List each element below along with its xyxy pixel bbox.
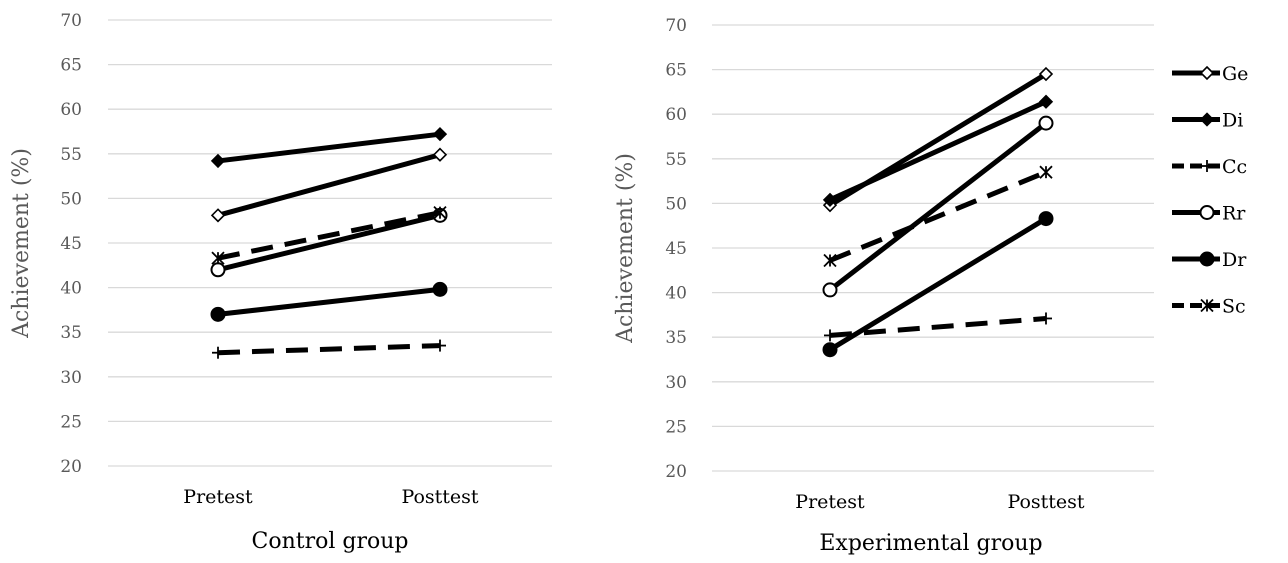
gridlines — [712, 24, 1154, 472]
y-tick-label: 60 — [60, 100, 82, 120]
y-tick-label: 35 — [665, 328, 687, 348]
point-di-pretest — [210, 153, 226, 169]
y-tick-label: 50 — [665, 194, 687, 214]
y-tick-label: 70 — [665, 16, 687, 36]
point-di-posttest — [432, 127, 448, 142]
x-tick-label-pretest: Pretest — [183, 486, 253, 508]
point-rr-posttest — [1038, 115, 1054, 131]
legend-marker-cc — [1201, 160, 1213, 172]
legend-label-cc: Cc — [1222, 156, 1247, 178]
y-tick-label: 20 — [60, 457, 82, 477]
x-tick-label-posttest: Posttest — [1007, 491, 1084, 513]
point-rr-pretest — [822, 282, 838, 298]
y-tick-label: 35 — [60, 323, 82, 343]
legend-label-sc: Sc — [1222, 296, 1246, 318]
series-line-dr — [217, 286, 441, 317]
point-dr-posttest — [432, 281, 448, 297]
series-dr — [210, 281, 448, 322]
point-dr-posttest — [1038, 211, 1054, 227]
point-di-pretest — [822, 192, 838, 207]
series-line-dr — [828, 216, 1048, 352]
legend-label-rr: Rr — [1222, 203, 1246, 225]
y-axis-label: Achievement (%) — [9, 148, 34, 339]
y-tick-label: 60 — [665, 105, 687, 125]
legend-item-dr: Dr — [1172, 249, 1247, 271]
legend-item-sc: Sc — [1172, 296, 1246, 318]
series-line-di — [828, 99, 1048, 203]
legend-marker-di — [1199, 112, 1215, 127]
legend-label-ge: Ge — [1222, 63, 1248, 85]
legend-marker-ge — [1199, 65, 1215, 81]
series-di — [210, 127, 448, 169]
y-tick-label: 65 — [665, 61, 687, 81]
y-tick-label: 40 — [60, 279, 82, 299]
series-cc — [212, 339, 446, 359]
point-cc-pretest — [824, 329, 836, 342]
y-tick-label: 20 — [665, 462, 687, 482]
series-sc — [823, 165, 1053, 268]
point-ge-posttest — [1038, 66, 1054, 82]
y-tick-label: 55 — [665, 150, 687, 170]
y-tick-label: 45 — [665, 239, 687, 259]
legend-item-cc: Cc — [1172, 156, 1247, 178]
y-tick-label: 25 — [665, 417, 687, 437]
point-ge-pretest — [210, 208, 226, 223]
series-line-rr — [828, 121, 1048, 292]
legend-item-ge: Ge — [1172, 63, 1248, 85]
legend-marker-rr — [1199, 205, 1215, 220]
x-tick-label-pretest: Pretest — [795, 491, 865, 513]
series-line-ge — [217, 152, 441, 218]
point-sc-pretest — [211, 251, 225, 265]
legend-label-dr: Dr — [1222, 249, 1247, 271]
legend: Ge Di Cc Rr Dr Sc — [1172, 63, 1248, 318]
point-cc-posttest — [434, 339, 446, 352]
legend-label-di: Di — [1222, 110, 1243, 132]
y-axis-label: Achievement (%) — [613, 153, 638, 344]
legend-item-di: Di — [1172, 110, 1243, 132]
point-cc-pretest — [212, 346, 224, 359]
series-line-cc — [829, 315, 1047, 338]
series-rr — [822, 115, 1054, 298]
y-tick-label: 25 — [60, 412, 82, 432]
experimental-group-chart: 20 25 30 35 40 45 50 55 60 65 70 Pretest Posttest Exp… — [613, 16, 1154, 556]
point-rr-pretest — [210, 262, 226, 278]
y-tick-label: 55 — [60, 145, 82, 165]
x-tick-label-posttest: Posttest — [401, 486, 478, 508]
y-tick-label: 40 — [665, 284, 687, 304]
series-cc — [824, 312, 1052, 342]
series-di — [822, 94, 1054, 207]
series-line-sc — [217, 210, 441, 261]
point-di-posttest — [1038, 94, 1054, 109]
y-tick-label: 65 — [60, 56, 82, 76]
point-sc-posttest — [433, 206, 447, 220]
y-tick-label: 50 — [60, 189, 82, 209]
point-dr-pretest — [210, 306, 226, 322]
point-dr-pretest — [822, 342, 838, 358]
point-ge-posttest — [432, 147, 448, 162]
series-sc — [211, 206, 447, 265]
series-dr — [822, 211, 1054, 358]
legend-item-rr: Rr — [1172, 203, 1246, 225]
series-ge — [210, 147, 448, 223]
series-line-rr — [217, 212, 441, 273]
control-group-chart: 20 25 30 35 40 45 50 55 60 65 70 Pretest Posttest Con… — [9, 11, 552, 554]
y-tick-label: 70 — [60, 11, 82, 31]
series-line-di — [217, 131, 441, 164]
y-tick-label: 30 — [60, 368, 82, 388]
x-axis-label: Experimental group — [819, 531, 1042, 556]
legend-marker-dr — [1199, 251, 1215, 267]
point-cc-posttest — [1040, 312, 1052, 325]
y-tick-label: 30 — [665, 373, 687, 393]
series-line-sc — [829, 169, 1047, 263]
y-tick-label: 45 — [60, 234, 82, 254]
x-axis-label: Control group — [252, 529, 409, 554]
legend-marker-sc — [1200, 298, 1214, 313]
series-line-cc — [217, 343, 441, 356]
point-sc-pretest — [823, 253, 837, 268]
point-sc-posttest — [1039, 165, 1053, 179]
